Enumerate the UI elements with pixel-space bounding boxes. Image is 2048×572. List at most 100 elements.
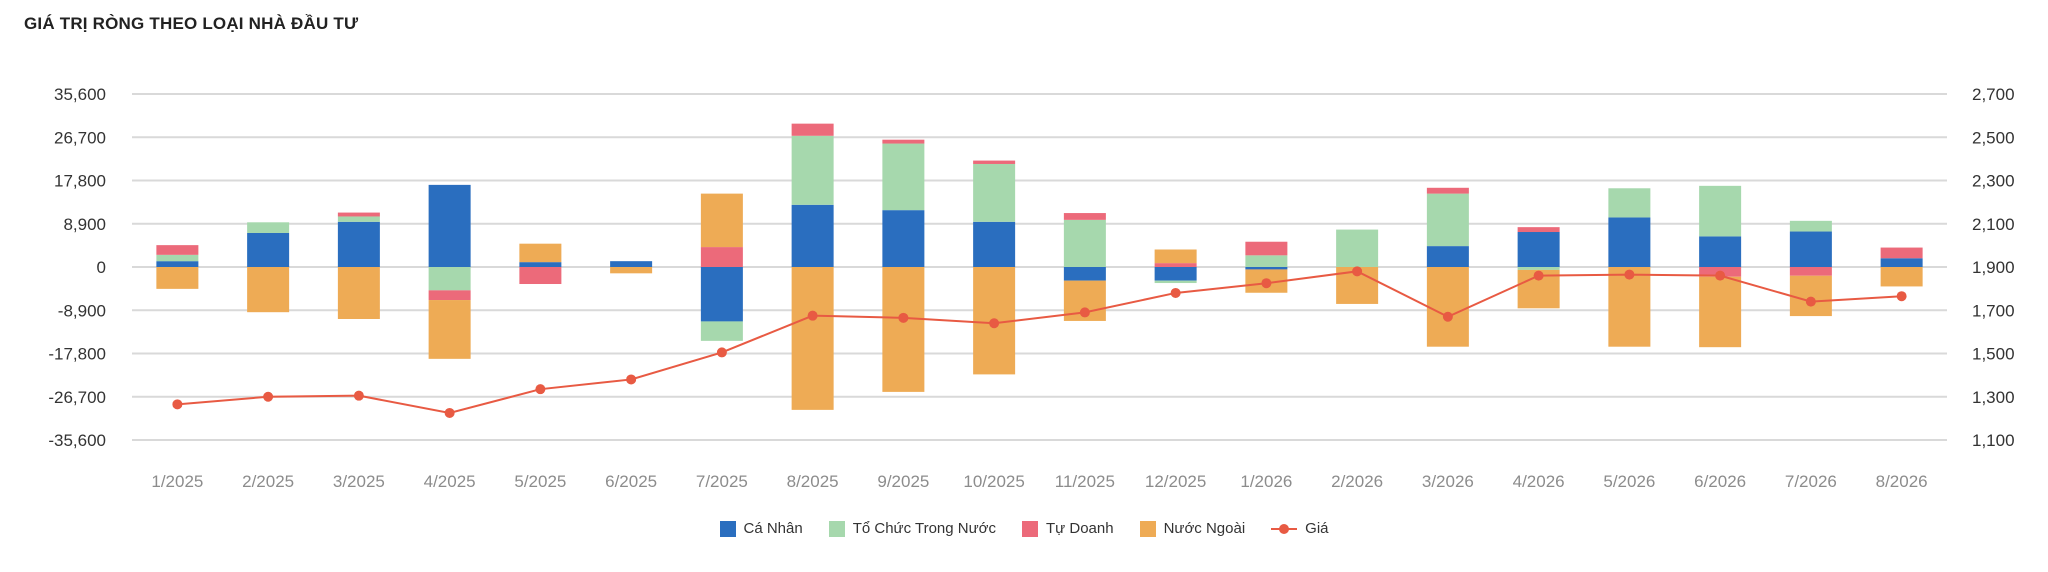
bar-segment xyxy=(247,232,290,267)
bar-segment xyxy=(1063,213,1106,220)
x-tick-label: 5/2025 xyxy=(514,472,566,491)
y-tick-label-right: 1,100 xyxy=(1972,431,2015,450)
bar-segment xyxy=(1245,241,1288,256)
y-tick-label-left: 8,900 xyxy=(63,215,106,234)
price-point xyxy=(444,407,455,418)
legend-item[interactable]: Tổ Chức Trong Nước xyxy=(828,520,996,537)
price-point xyxy=(989,318,1000,329)
chart-legend: Cá Nhân Tổ Chức Trong Nước Tự Doanh Nước Ng… xyxy=(0,520,2048,537)
bar-segment xyxy=(973,163,1016,222)
bar-segment xyxy=(700,321,743,341)
bar-segment xyxy=(156,267,199,289)
bar-segment xyxy=(428,290,471,301)
y-tick-label-right: 2,100 xyxy=(1972,215,2015,234)
bar-segment xyxy=(1517,267,1560,270)
price-line xyxy=(177,270,1902,414)
price-point xyxy=(1896,291,1907,302)
bar-segment xyxy=(1789,220,1832,232)
legend-label: Giá xyxy=(1305,520,1329,537)
bar-segment xyxy=(1789,231,1832,267)
price-point xyxy=(1805,296,1816,307)
bar-segment xyxy=(610,267,653,274)
legend-line-marker xyxy=(1271,521,1298,537)
bar-segment xyxy=(1789,267,1832,276)
price-point xyxy=(172,399,183,410)
y-tick-label-right: 2,700 xyxy=(1972,85,2015,104)
x-tick-label: 2/2025 xyxy=(242,472,294,491)
x-tick-label: 2/2026 xyxy=(1331,472,1383,491)
bar-segment xyxy=(700,267,743,322)
bar-segment xyxy=(337,221,380,267)
bar-segment xyxy=(791,123,834,136)
x-tick-label: 11/2025 xyxy=(1055,472,1115,491)
legend-swatch xyxy=(719,520,736,537)
bar-segment xyxy=(1517,227,1560,233)
price-point xyxy=(1079,307,1090,318)
price-point xyxy=(1352,266,1363,277)
price-point xyxy=(1715,270,1726,281)
bar-segment xyxy=(1245,267,1288,270)
chart-title: GIÁ TRỊ RÒNG THEO LOẠI NHÀ ĐẦU TƯ xyxy=(24,14,359,33)
bar-segment xyxy=(1880,247,1923,259)
legend-label: Tổ Chức Trong Nước xyxy=(852,520,996,537)
bar-segment xyxy=(519,267,562,285)
bar-segment xyxy=(1154,263,1197,267)
price-point xyxy=(1442,311,1453,322)
legend-item[interactable]: Giá xyxy=(1271,520,1329,537)
y-tick-label-left: -26,700 xyxy=(48,388,106,407)
legend-item[interactable]: Cá Nhân xyxy=(719,520,803,537)
x-tick-label: 12/2025 xyxy=(1145,472,1206,491)
y-tick-label-right: 2,500 xyxy=(1972,128,2015,147)
bar-segment xyxy=(700,193,743,248)
y-tick-label-right: 1,300 xyxy=(1972,388,2015,407)
bar-segment xyxy=(1426,267,1469,347)
legend-item[interactable]: Nước Ngoài xyxy=(1139,520,1245,537)
price-point xyxy=(1261,278,1272,289)
y-tick-label-right: 1,700 xyxy=(1972,301,2015,320)
bar-segment xyxy=(791,267,834,410)
bar-segment xyxy=(1880,258,1923,267)
bar-segment xyxy=(973,221,1016,267)
bar-segment xyxy=(428,267,471,291)
bar-segment xyxy=(1154,280,1197,284)
bar-segment xyxy=(882,267,925,392)
price-point xyxy=(898,312,909,323)
bar-segment xyxy=(1880,267,1923,287)
y-tick-label-left: 17,800 xyxy=(54,172,106,191)
bar-segment xyxy=(156,254,199,262)
price-point xyxy=(716,347,727,358)
bar-segment xyxy=(519,243,562,263)
y-tick-label-left: 26,700 xyxy=(54,128,106,147)
bar-segment xyxy=(882,139,925,144)
x-tick-label: 1/2025 xyxy=(151,472,203,491)
bar-segment xyxy=(1426,187,1469,194)
price-point xyxy=(626,374,637,385)
x-tick-label: 10/2025 xyxy=(963,472,1024,491)
bar-segment xyxy=(1245,255,1288,267)
bar-segment xyxy=(1426,193,1469,247)
price-point xyxy=(535,384,546,395)
x-tick-label: 1/2026 xyxy=(1240,472,1292,491)
legend-item[interactable]: Tự Doanh xyxy=(1022,520,1114,537)
bar-segment xyxy=(1699,276,1742,348)
bar-segment xyxy=(337,267,380,319)
price-point xyxy=(353,390,364,401)
bar-segment xyxy=(156,261,199,267)
bar-segment xyxy=(337,212,380,217)
x-tick-label: 6/2026 xyxy=(1694,472,1746,491)
x-tick-label: 6/2025 xyxy=(605,472,657,491)
y-tick-label-left: 0 xyxy=(97,258,106,277)
y-tick-label-left: -17,800 xyxy=(48,345,106,364)
x-tick-label: 8/2025 xyxy=(787,472,839,491)
bar-segment xyxy=(247,267,290,313)
bar-segment xyxy=(1063,219,1106,267)
legend-label: Tự Doanh xyxy=(1046,520,1114,537)
bar-segment xyxy=(519,262,562,267)
bar-segment xyxy=(1789,275,1832,317)
bar-segment xyxy=(428,300,471,359)
legend-label: Cá Nhân xyxy=(743,520,803,537)
x-tick-label: 4/2026 xyxy=(1513,472,1565,491)
legend-swatch xyxy=(1022,520,1038,537)
price-point xyxy=(807,310,818,321)
